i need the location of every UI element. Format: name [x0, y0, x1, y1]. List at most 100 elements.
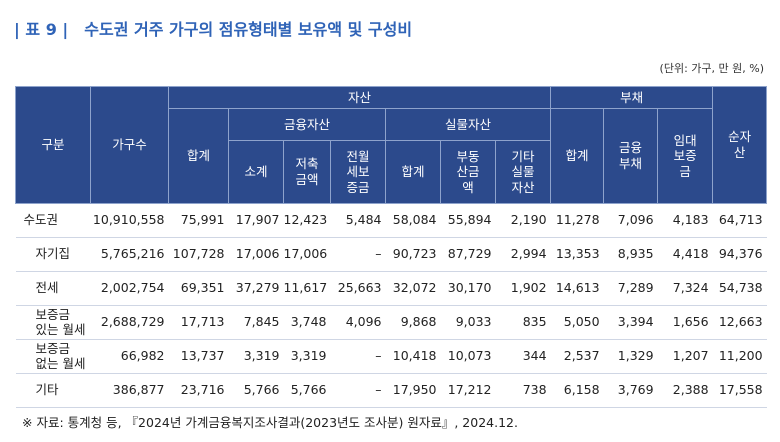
cell: 6,158: [550, 373, 604, 408]
header-cell: 부채: [550, 86, 714, 109]
cell: 55,894: [440, 203, 496, 238]
cell: 344: [495, 339, 551, 374]
cell: 9,033: [440, 305, 496, 340]
cell: 3,748: [283, 305, 331, 340]
header-cell: 금융 부채: [603, 108, 659, 204]
cell: 32,072: [385, 271, 441, 306]
cell: 90,723: [385, 237, 441, 272]
table-label: | 표 9 |: [14, 20, 69, 39]
cell: 107,728: [168, 237, 229, 272]
cell: 54,738: [712, 271, 767, 306]
cell: 10,910,558: [90, 203, 169, 238]
cell: 30,170: [440, 271, 496, 306]
cell: 17,212: [440, 373, 496, 408]
cell: 13,737: [168, 339, 229, 374]
table-body: 수도권 10,910,558 75,991 17,907 12,423 5,484 58,0…: [15, 203, 767, 408]
row-label: 전세: [15, 271, 91, 306]
cell: 5,765,216: [90, 237, 169, 272]
cell: 23,716: [168, 373, 229, 408]
table-row: 보증금 있는 월세 2,688,729 17,713 7,845 3,748 4,096 9…: [15, 305, 767, 340]
cell: 386,877: [90, 373, 169, 408]
data-table: 구분 가구수 자산 부채 순자 산 합계 금융자산 실물자산 합계 금융 부채 …: [15, 86, 768, 408]
cell: 3,319: [283, 339, 331, 374]
cell: 94,376: [712, 237, 767, 272]
cell: 1,329: [603, 339, 658, 374]
header-cell: 합계: [168, 108, 229, 204]
cell: 9,868: [385, 305, 441, 340]
cell: 17,713: [168, 305, 229, 340]
header-cell: 임대 보증 금: [657, 108, 714, 204]
cell: –: [330, 237, 386, 272]
cell: 17,006: [228, 237, 284, 272]
header-cell: 금융자산: [228, 108, 386, 141]
cell: 17,558: [712, 373, 767, 408]
cell: 11,278: [550, 203, 604, 238]
header-cell: 자산: [167, 86, 552, 109]
cell: 17,907: [228, 203, 284, 238]
header-cell: 가구수: [90, 86, 169, 204]
header-cell: 순자 산: [712, 86, 768, 204]
footnote: ※ 자료: 통계청 등, 『2024년 가계금융복지조사결과(2023년도 조사…: [22, 415, 518, 430]
cell: 7,845: [228, 305, 284, 340]
row-label: 수도권: [15, 203, 91, 238]
cell: 4,418: [657, 237, 713, 272]
row-label: 보증금 있는 월세: [15, 305, 91, 340]
cell: 5,766: [283, 373, 331, 408]
cell: 738: [495, 373, 551, 408]
header-cell: 기타 실물 자산: [494, 140, 552, 204]
table-row: 수도권 10,910,558 75,991 17,907 12,423 5,484 58,0…: [15, 203, 767, 238]
cell: 13,353: [550, 237, 604, 272]
cell: 1,207: [657, 339, 713, 374]
header-cell: 부동 산금 액: [440, 140, 496, 204]
table-row: 기타 386,877 23,716 5,766 5,766–17,950 17,212 73…: [15, 373, 767, 408]
cell: 7,289: [603, 271, 658, 306]
cell: 2,688,729: [90, 305, 169, 340]
row-label: 자기집: [15, 237, 91, 272]
cell: 75,991: [168, 203, 229, 238]
cell: –: [330, 373, 386, 408]
cell: 3,769: [603, 373, 658, 408]
cell: 11,617: [283, 271, 331, 306]
cell: 7,324: [657, 271, 713, 306]
cell: 87,729: [440, 237, 496, 272]
row-label: 보증금 없는 월세: [15, 339, 91, 374]
cell: 1,656: [657, 305, 713, 340]
cell: 4,096: [330, 305, 386, 340]
cell: 17,950: [385, 373, 441, 408]
header-cell: 합계: [385, 140, 441, 204]
cell: 3,394: [603, 305, 658, 340]
cell: 66,982: [90, 339, 169, 374]
cell: 69,351: [168, 271, 229, 306]
cell: –: [330, 339, 386, 374]
row-label: 기타: [15, 373, 91, 408]
cell: 58,084: [385, 203, 441, 238]
header-cell: 저축 금액: [283, 140, 331, 204]
table-row: 보증금 없는 월세 66,982 13,737 3,319 3,319–10,418 10…: [15, 339, 767, 374]
cell: 5,050: [550, 305, 604, 340]
cell: 25,663: [330, 271, 386, 306]
cell: 7,096: [603, 203, 658, 238]
header-cell: 전월 세보 증금: [330, 140, 386, 204]
cell: 5,484: [330, 203, 386, 238]
cell: 2,994: [495, 237, 551, 272]
header-cell: 합계: [550, 108, 605, 204]
cell: 12,663: [712, 305, 767, 340]
cell: 835: [495, 305, 551, 340]
cell: 14,613: [550, 271, 604, 306]
unit: (단위: 가구, 만 원, %): [659, 62, 764, 75]
cell: 2,388: [657, 373, 713, 408]
header-cell: 소계: [228, 140, 284, 204]
header-cell: 구분: [15, 86, 91, 204]
cell: 2,190: [495, 203, 551, 238]
header-cell: 실물자산: [384, 108, 552, 141]
table-row: 자기집 5,765,216 107,728 17,006 17,006–90,723 87…: [15, 237, 767, 272]
table-title: 수도권 거주 가구의 점유형태별 보유액 및 구성비: [84, 20, 413, 39]
cell: 2,002,754: [90, 271, 169, 306]
title: | 표 9 | 수도권 거주 가구의 점유형태별 보유액 및 구성비: [14, 16, 428, 40]
cell: 12,423: [283, 203, 331, 238]
cell: 10,418: [385, 339, 441, 374]
cell: 3,319: [228, 339, 284, 374]
cell: 4,183: [657, 203, 713, 238]
cell: 5,766: [228, 373, 284, 408]
